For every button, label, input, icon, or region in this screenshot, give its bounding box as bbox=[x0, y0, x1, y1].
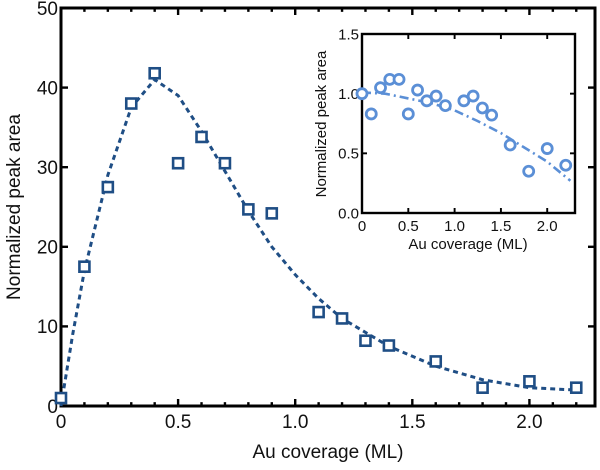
data-point bbox=[485, 108, 499, 122]
x-tick-label: 0.5 bbox=[165, 412, 191, 433]
y-tick-label: 1.5 bbox=[338, 26, 359, 43]
x-tick-label: 2.0 bbox=[537, 218, 558, 235]
data-point bbox=[523, 375, 536, 388]
y-tick-label: 0.0 bbox=[338, 205, 359, 222]
inset-plot: 0 0.5 1.0 1.5 2.0 0.0 0.5 1.0 1.5 bbox=[338, 26, 577, 235]
data-point bbox=[503, 138, 517, 152]
data-point bbox=[392, 72, 406, 86]
x-tick-label: 1.0 bbox=[444, 218, 465, 235]
main-y-axis-label: Normalized peak area bbox=[4, 114, 25, 300]
data-point bbox=[429, 89, 443, 103]
inset-x-axis-label: Au coverage (ML) bbox=[408, 236, 527, 253]
data-point bbox=[374, 81, 387, 95]
data-point bbox=[359, 334, 372, 348]
x-tick-label: 0 bbox=[56, 412, 67, 433]
data-point bbox=[335, 312, 349, 325]
data-point bbox=[171, 156, 185, 170]
data-point bbox=[466, 89, 480, 103]
x-tick-label: 1.0 bbox=[282, 412, 308, 433]
data-point bbox=[475, 101, 489, 115]
y-tick-label: 40 bbox=[37, 78, 58, 99]
x-tick-label: 0.5 bbox=[398, 218, 419, 235]
data-point bbox=[559, 158, 573, 172]
x-tick-label: 1.5 bbox=[399, 412, 425, 433]
data-point bbox=[54, 391, 68, 405]
plot-frame bbox=[360, 32, 577, 215]
data-point bbox=[569, 381, 583, 394]
x-tick-label: 0 bbox=[358, 218, 366, 235]
data-point bbox=[78, 260, 91, 274]
data-point bbox=[312, 305, 325, 319]
data-point bbox=[124, 97, 138, 110]
data-point bbox=[355, 87, 369, 101]
data-point bbox=[364, 107, 378, 121]
data-point bbox=[195, 130, 208, 144]
y-tick-label: 30 bbox=[37, 158, 58, 179]
data-point bbox=[522, 164, 536, 178]
y-tick-label: 1.0 bbox=[338, 86, 359, 103]
data-point bbox=[101, 180, 115, 194]
data-point bbox=[438, 99, 452, 112]
data-point bbox=[411, 83, 424, 97]
data-point bbox=[401, 107, 415, 121]
y-tick-label: 10 bbox=[37, 317, 58, 338]
data-point bbox=[429, 355, 443, 368]
y-tick-label: 50 bbox=[37, 0, 58, 20]
data-point bbox=[476, 381, 489, 394]
main-x-axis-label: Au coverage (ML) bbox=[252, 442, 403, 463]
data-point bbox=[242, 203, 255, 216]
x-tick-label: 1.5 bbox=[490, 218, 511, 235]
data-point bbox=[218, 156, 232, 170]
data-point bbox=[540, 142, 554, 155]
y-tick-label: 0 bbox=[47, 397, 58, 418]
x-tick-label: 2.0 bbox=[516, 412, 542, 433]
data-point bbox=[148, 66, 161, 80]
inset-y-axis-label: Normalized peak area bbox=[313, 50, 330, 197]
y-tick-label: 0.5 bbox=[338, 146, 359, 163]
data-point bbox=[265, 207, 279, 220]
data-point bbox=[382, 339, 396, 352]
y-tick-label: 20 bbox=[37, 238, 58, 259]
